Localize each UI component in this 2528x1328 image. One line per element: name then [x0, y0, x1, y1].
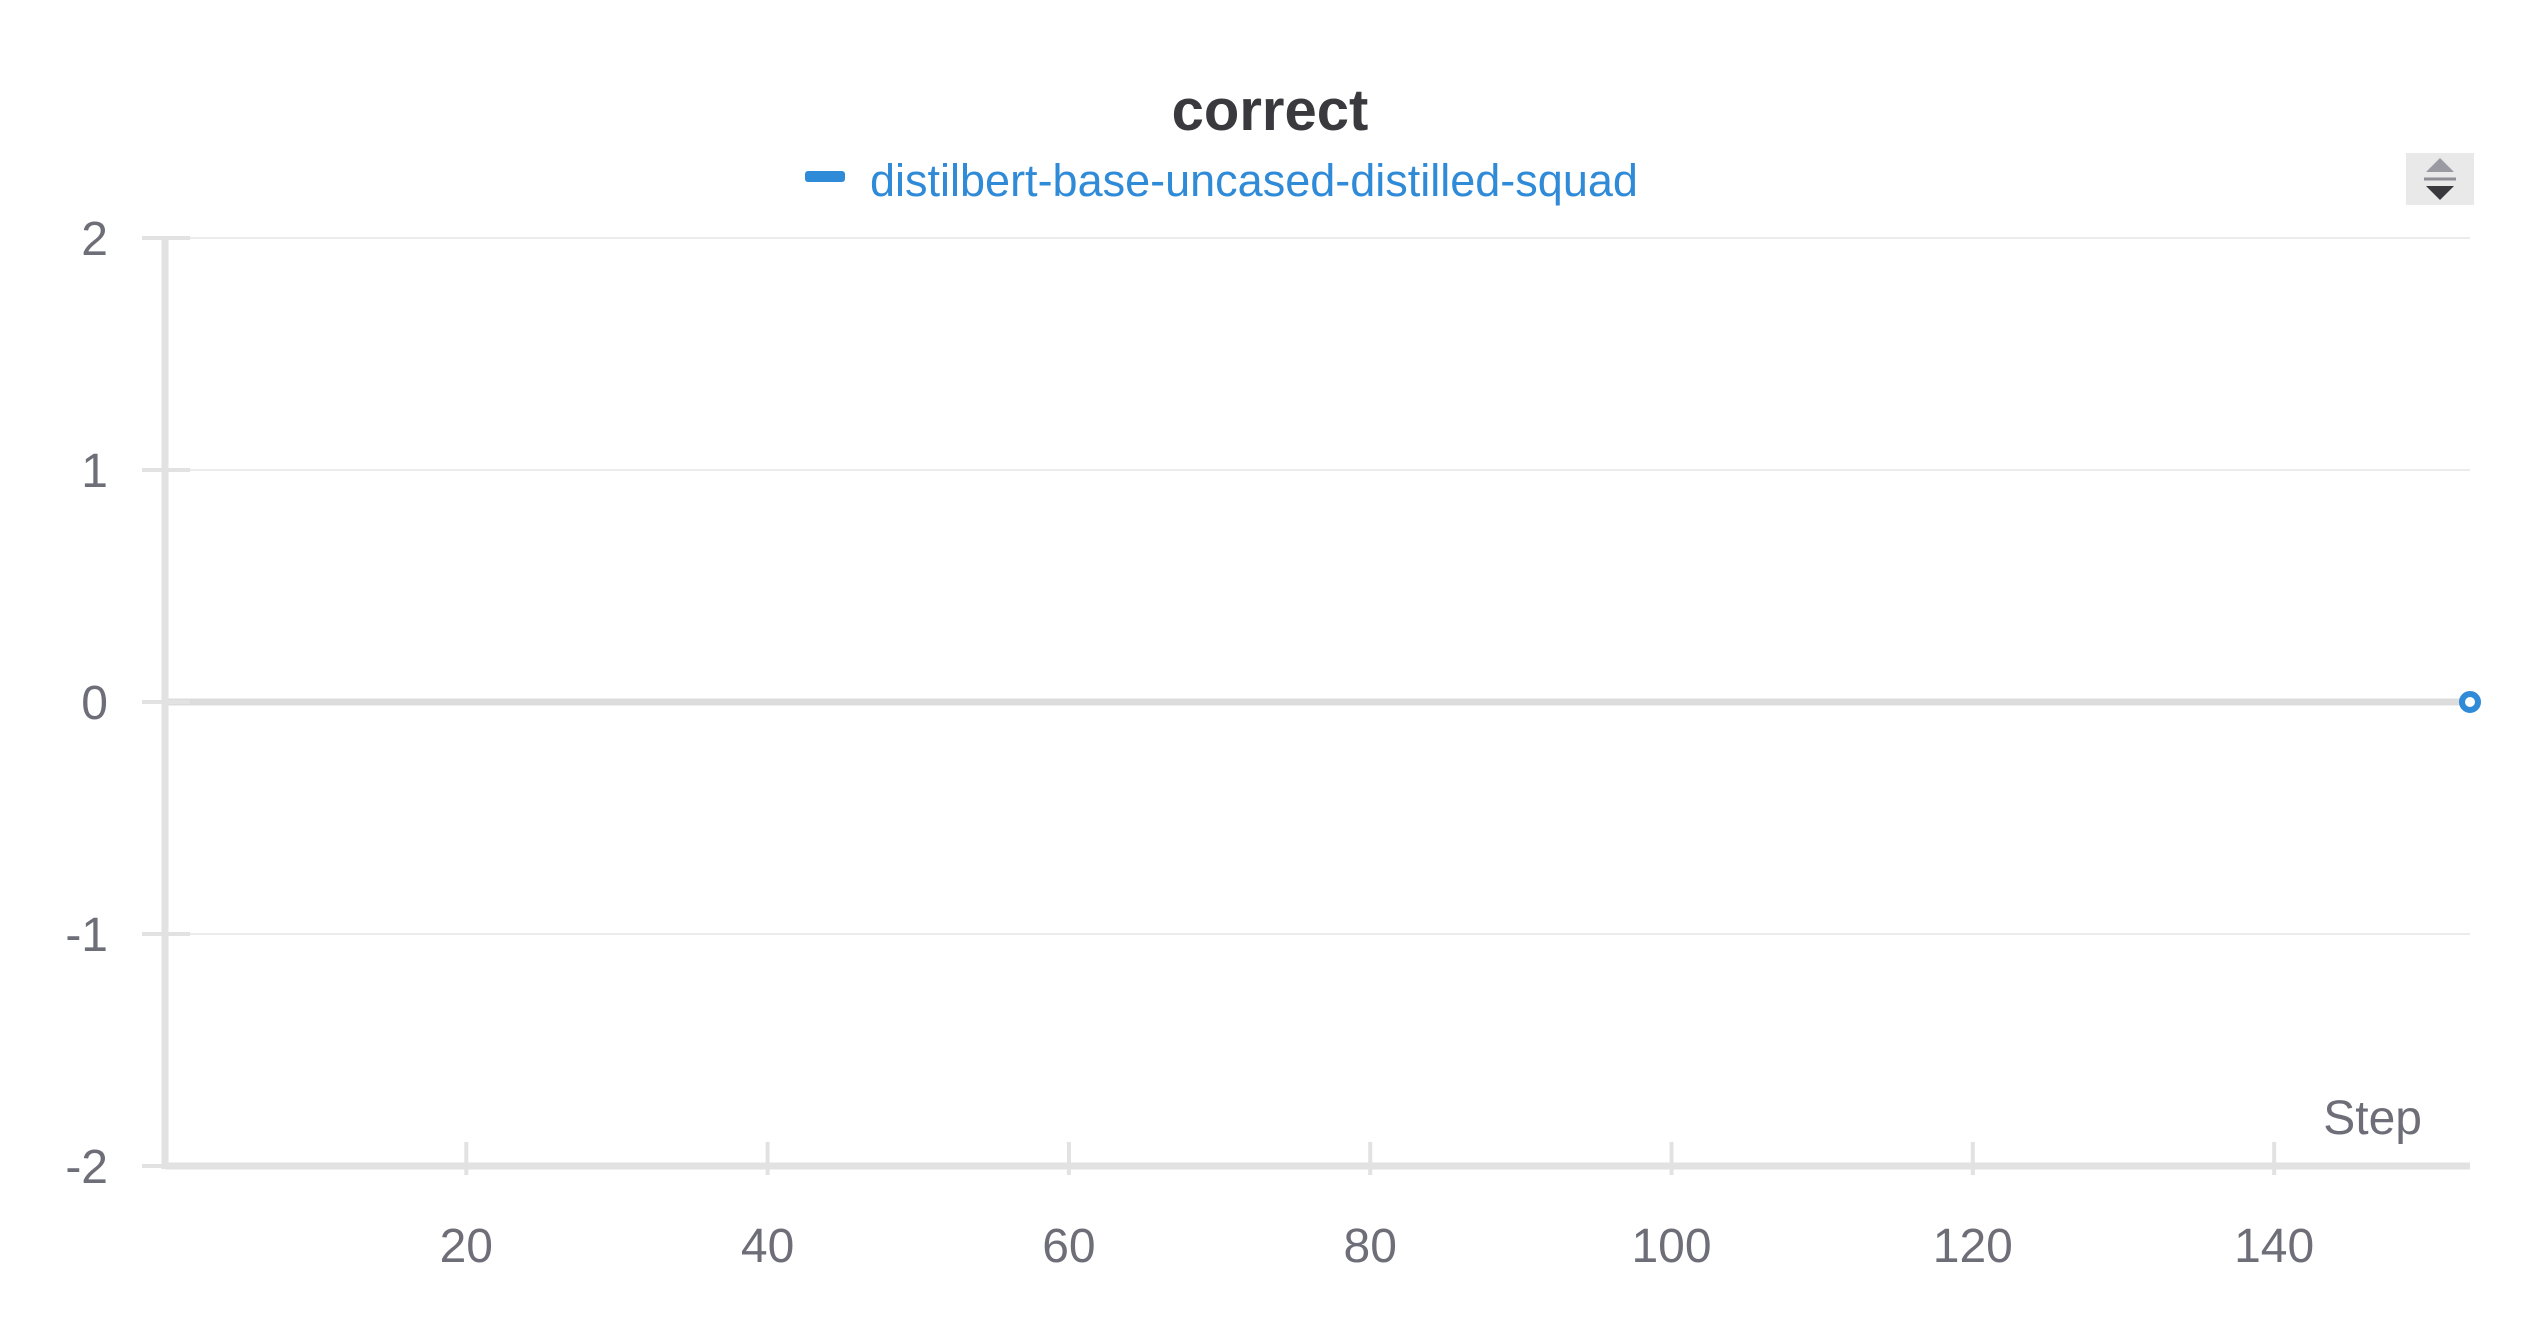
x-tick-label: 20	[440, 1220, 493, 1273]
x-tick-label: 40	[741, 1220, 794, 1273]
legend-sort-button[interactable]	[2406, 153, 2474, 205]
x-axis-label: Step	[2323, 1092, 2422, 1145]
data-point[interactable]	[2459, 691, 2481, 713]
x-tick-label: 100	[1631, 1220, 1711, 1273]
sort-up-down-icon	[2424, 158, 2456, 200]
legend-swatch	[805, 171, 845, 182]
legend-label[interactable]: distilbert-base-uncased-distilled-squad	[870, 155, 1638, 206]
series	[2459, 691, 2481, 713]
y-tick-label: -2	[65, 1141, 108, 1194]
x-tick-label: 120	[1933, 1220, 2013, 1273]
y-tick-label: 1	[81, 445, 108, 498]
y-tick-label: -1	[65, 909, 108, 962]
y-tick-label: 2	[81, 213, 108, 266]
chart-title: correct	[1172, 78, 1369, 143]
x-tick-label: 80	[1344, 1220, 1397, 1273]
x-tick-label: 60	[1042, 1220, 1095, 1273]
y-tick-label: 0	[81, 677, 108, 730]
x-tick-label: 140	[2234, 1220, 2314, 1273]
legend[interactable]: distilbert-base-uncased-distilled-squad	[805, 155, 1638, 206]
grid	[165, 237, 2470, 935]
axes	[142, 236, 2470, 1175]
tick-labels: 2 1 0 -1 -2 20 40 60 80 100 120 140	[65, 213, 2314, 1273]
